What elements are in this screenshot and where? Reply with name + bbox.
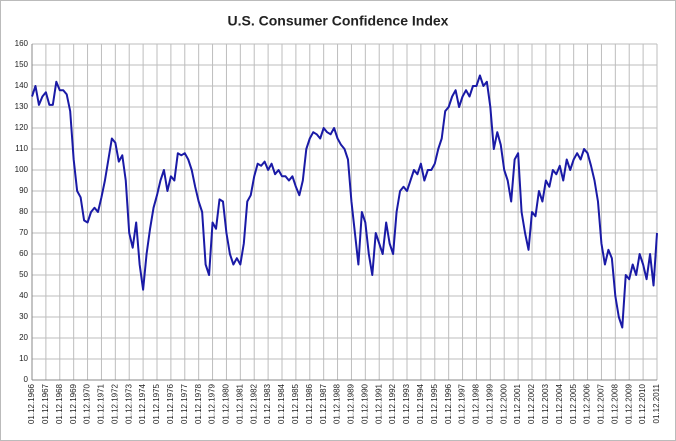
- y-tick-label: 150: [15, 60, 29, 69]
- x-tick-label: 01.12.1981: [235, 383, 244, 424]
- x-tick-label: 01.12.1967: [41, 383, 50, 424]
- y-tick-label: 70: [19, 228, 28, 237]
- x-tick-label: 01.12.1998: [472, 383, 481, 424]
- x-tick-label: 01.12.1971: [97, 383, 106, 424]
- x-tick-label: 01.12.1980: [222, 383, 231, 424]
- y-tick-label: 80: [19, 207, 28, 216]
- y-tick-label: 160: [15, 39, 29, 48]
- x-tick-label: 01.12.2002: [527, 383, 536, 424]
- x-tick-label: 01.12.1986: [305, 383, 314, 424]
- y-tick-label: 110: [15, 144, 28, 153]
- x-tick-label: 01.12.1973: [124, 383, 133, 424]
- x-tick-label: 01.12.1972: [110, 383, 119, 424]
- x-tick-label: 01.12.1996: [444, 383, 453, 424]
- y-tick-label: 140: [15, 81, 29, 90]
- y-tick-label: 20: [19, 333, 28, 342]
- x-tick-label: 01.12.1977: [180, 383, 189, 424]
- y-tick-label: 50: [19, 270, 28, 279]
- y-tick-label: 130: [15, 102, 29, 111]
- x-tick-label: 01.12.1992: [388, 383, 397, 424]
- x-tick-label: 01.12.2003: [541, 383, 550, 424]
- y-tick-label: 60: [19, 249, 28, 258]
- x-tick-label: 01.12.2010: [638, 383, 647, 424]
- x-tick-label: 01.12.1970: [83, 383, 92, 424]
- x-tick-label: 01.12.1979: [208, 383, 217, 424]
- x-tick-label: 01.12.1983: [263, 383, 272, 424]
- x-tick-label: 01.12.2000: [499, 383, 508, 424]
- y-tick-label: 120: [15, 123, 29, 132]
- x-tick-label: 01.12.2005: [569, 383, 578, 424]
- x-tick-label: 01.12.1974: [138, 383, 147, 424]
- x-tick-label: 01.12.1990: [360, 383, 369, 424]
- x-tick-label: 01.12.2007: [597, 383, 606, 424]
- x-tick-label: 01.12.1966: [27, 383, 36, 424]
- x-tick-label: 01.12.1991: [374, 383, 383, 424]
- x-tick-label: 01.12.1994: [416, 383, 425, 424]
- y-tick-label: 100: [15, 165, 29, 174]
- x-tick-label: 01.12.2011: [652, 383, 661, 423]
- x-tick-label: 01.12.1975: [152, 383, 161, 424]
- data-line: [31, 74, 658, 329]
- x-tick-label: 01.12.1995: [430, 383, 439, 424]
- x-tick-label: 01.12.1999: [485, 383, 494, 424]
- x-tick-label: 01.12.2001: [513, 383, 522, 424]
- x-tick-label: 01.12.1997: [458, 383, 467, 424]
- x-tick-label: 01.12.1968: [55, 383, 64, 424]
- x-tick-label: 01.12.1989: [347, 383, 356, 424]
- x-tick-label: 01.12.1988: [333, 383, 342, 424]
- x-tick-label: 01.12.1976: [166, 383, 175, 424]
- y-tick-label: 90: [19, 186, 28, 195]
- x-tick-label: 01.12.1985: [291, 383, 300, 424]
- x-tick-label: 01.12.1984: [277, 383, 286, 424]
- y-tick-label: 10: [19, 354, 28, 363]
- y-tick-label: 30: [19, 312, 28, 321]
- x-tick-label: 01.12.1969: [69, 383, 78, 424]
- x-tick-label: 01.12.1987: [319, 383, 328, 424]
- x-tick-label: 01.12.1993: [402, 383, 411, 424]
- x-tick-label: 01.12.1982: [249, 383, 258, 424]
- chart-title: U.S. Consumer Confidence Index: [228, 13, 449, 29]
- x-tick-label: 01.12.2008: [610, 383, 619, 424]
- x-tick-label: 01.12.2009: [624, 383, 633, 424]
- x-tick-label: 01.12.2004: [555, 383, 564, 424]
- x-tick-label: 01.12.1978: [194, 383, 203, 424]
- y-tick-label: 0: [24, 375, 29, 384]
- x-tick-label: 01.12.2006: [583, 383, 592, 424]
- y-tick-label: 40: [19, 291, 28, 300]
